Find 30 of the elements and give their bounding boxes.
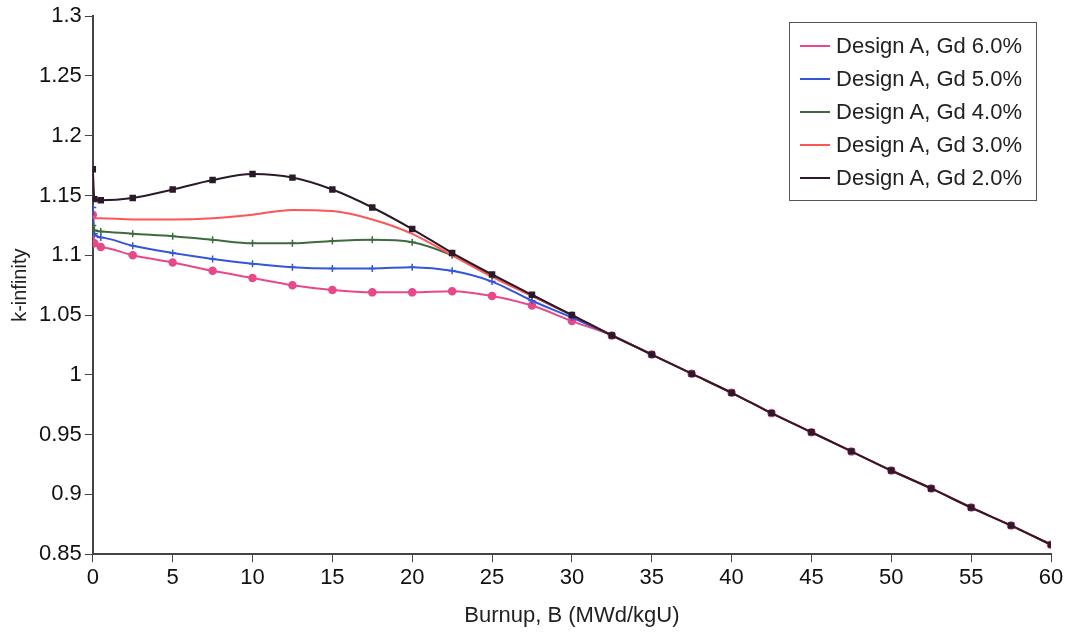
y-tick-label: 1 (69, 360, 82, 386)
x-tick-label: 60 (1038, 564, 1064, 590)
y-tick-label: 1.2 (51, 121, 82, 147)
y-axis-title: k-infinity (7, 248, 30, 322)
legend-label: Design A, Gd 2.0% (836, 164, 1022, 191)
y-tick-label: 1.15 (38, 181, 82, 207)
legend-label: Design A, Gd 3.0% (836, 131, 1022, 158)
x-tick-label: 40 (719, 564, 744, 590)
x-tick-label: 25 (479, 564, 505, 590)
x-tick-label: 55 (958, 564, 984, 590)
y-tick-label: 1.25 (38, 62, 82, 88)
y-tick-label: 1.1 (51, 241, 82, 267)
y-tick-label: 1.3 (51, 2, 82, 28)
x-tick-label: 0 (86, 564, 99, 590)
x-tick-label: 50 (879, 564, 904, 590)
x-tick-label: 45 (799, 564, 824, 590)
x-tick-label: 15 (320, 564, 345, 590)
y-tick-label: 0.95 (38, 420, 82, 446)
x-tick-label: 10 (240, 564, 265, 590)
legend-label: Design A, Gd 6.0% (836, 32, 1022, 59)
x-axis-title: Burnup, B (MWd/kgU) (464, 601, 680, 627)
x-tick-label: 30 (559, 564, 585, 590)
legend-label: Design A, Gd 4.0% (836, 98, 1022, 125)
y-tick-label: 0.85 (38, 540, 82, 566)
x-tick-label: 20 (399, 564, 425, 590)
x-tick-label: 35 (639, 564, 664, 590)
legend-label: Design A, Gd 5.0% (836, 65, 1022, 92)
y-tick-label: 0.9 (51, 480, 82, 506)
y-tick-label: 1.05 (38, 301, 82, 327)
x-tick-label: 5 (166, 564, 179, 590)
